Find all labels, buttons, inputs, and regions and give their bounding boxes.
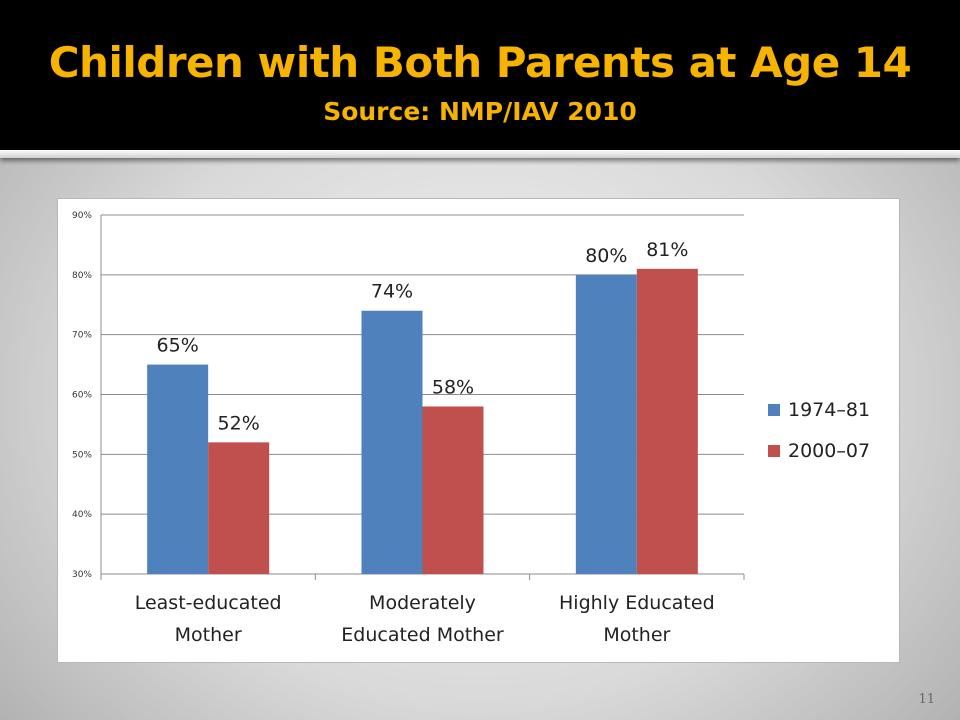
- slide-title: Children with Both Parents at Age 14: [48, 38, 912, 87]
- bar: [361, 310, 423, 574]
- chart-area: 30% 40% 50% 60% 70% 80% 90% 65% 52% Least-educate…: [57, 198, 900, 663]
- y-tick-label: 90%: [72, 211, 92, 221]
- y-tick-label: 30%: [72, 570, 92, 580]
- data-label: 74%: [371, 281, 413, 303]
- bar: [147, 364, 209, 574]
- data-label: 80%: [585, 245, 627, 267]
- x-category-label: Least-educated: [135, 592, 282, 614]
- title-band: [0, 0, 960, 150]
- title-divider: [0, 150, 960, 158]
- legend-label: 2000–07: [788, 440, 870, 462]
- data-label: 58%: [432, 376, 474, 398]
- bar: [636, 268, 698, 574]
- x-category-label: Mother: [175, 624, 242, 646]
- x-category-label: Educated Mother: [341, 624, 504, 646]
- bar: [575, 274, 637, 574]
- data-label: 52%: [218, 412, 260, 434]
- page-number: 11: [918, 692, 935, 707]
- y-tick-label: 40%: [72, 510, 92, 520]
- legend-label: 1974–81: [788, 399, 870, 421]
- data-label: 65%: [157, 335, 199, 357]
- legend-swatch: [768, 404, 780, 416]
- bar: [208, 442, 270, 574]
- y-tick-label: 70%: [72, 331, 92, 341]
- x-category-label: Highly Educated: [559, 592, 715, 614]
- legend-swatch: [768, 445, 780, 457]
- x-category-label: Moderately: [369, 592, 476, 614]
- y-tick-label: 60%: [72, 391, 92, 401]
- slide-subtitle: Source: NMP/IAV 2010: [323, 97, 637, 126]
- y-tick-label: 50%: [72, 450, 92, 460]
- bar-chart: 30% 40% 50% 60% 70% 80% 90% 65% 52% Least-educate…: [72, 211, 870, 646]
- y-tick-label: 80%: [72, 271, 92, 281]
- x-category-label: Mother: [603, 624, 670, 646]
- data-label: 81%: [646, 239, 688, 261]
- bar: [422, 406, 484, 574]
